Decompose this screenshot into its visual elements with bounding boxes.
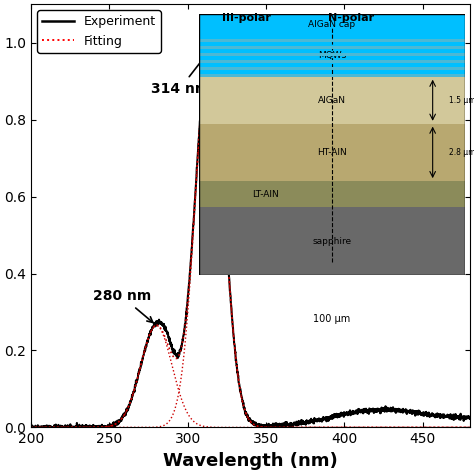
FancyBboxPatch shape — [199, 124, 465, 181]
Fitting — [454, 425, 460, 430]
Fitting — [374, 425, 380, 430]
FancyBboxPatch shape — [199, 73, 465, 77]
Text: 100 µm: 100 µm — [313, 314, 350, 324]
Text: 1.5 µm: 1.5 µm — [448, 96, 474, 105]
Text: III-polar: III-polar — [222, 13, 271, 23]
FancyBboxPatch shape — [199, 46, 465, 49]
Text: AlGaN: AlGaN — [318, 96, 346, 105]
Experiment — [28, 424, 34, 430]
FancyBboxPatch shape — [199, 77, 465, 124]
Experiment — [467, 416, 473, 421]
Legend: Experiment, Fitting: Experiment, Fitting — [37, 10, 161, 53]
Line: Fitting: Fitting — [31, 42, 470, 428]
Experiment — [374, 409, 380, 415]
FancyBboxPatch shape — [199, 181, 465, 207]
Text: sapphire: sapphire — [312, 237, 351, 246]
Text: N-polar: N-polar — [328, 13, 374, 23]
Text: 2.8 µm: 2.8 µm — [448, 148, 474, 157]
FancyBboxPatch shape — [199, 35, 465, 77]
Fitting — [467, 425, 473, 430]
FancyBboxPatch shape — [199, 14, 465, 35]
Text: 280 nm: 280 nm — [93, 290, 153, 322]
Experiment — [207, 38, 212, 44]
Experiment — [455, 415, 460, 420]
FancyBboxPatch shape — [199, 207, 465, 275]
Experiment — [242, 408, 248, 413]
FancyBboxPatch shape — [199, 39, 465, 42]
Text: HT-AlN: HT-AlN — [317, 148, 346, 157]
Fitting — [230, 326, 236, 332]
Line: Experiment: Experiment — [31, 41, 470, 428]
Text: LT-AlN: LT-AlN — [252, 190, 279, 199]
Fitting — [455, 425, 460, 430]
Experiment — [230, 330, 236, 336]
Fitting — [207, 39, 212, 45]
Text: 314 nm: 314 nm — [151, 54, 209, 96]
Text: MQWs: MQWs — [318, 52, 346, 60]
Experiment — [455, 414, 460, 420]
Fitting — [28, 425, 34, 430]
FancyBboxPatch shape — [199, 60, 465, 63]
FancyBboxPatch shape — [199, 67, 465, 70]
Fitting — [51, 425, 56, 430]
Fitting — [242, 407, 247, 412]
Experiment — [28, 425, 34, 430]
Text: AlGaN cap: AlGaN cap — [308, 20, 356, 29]
X-axis label: Wavelength (nm): Wavelength (nm) — [163, 452, 338, 470]
FancyBboxPatch shape — [199, 53, 465, 56]
Experiment — [51, 425, 56, 430]
